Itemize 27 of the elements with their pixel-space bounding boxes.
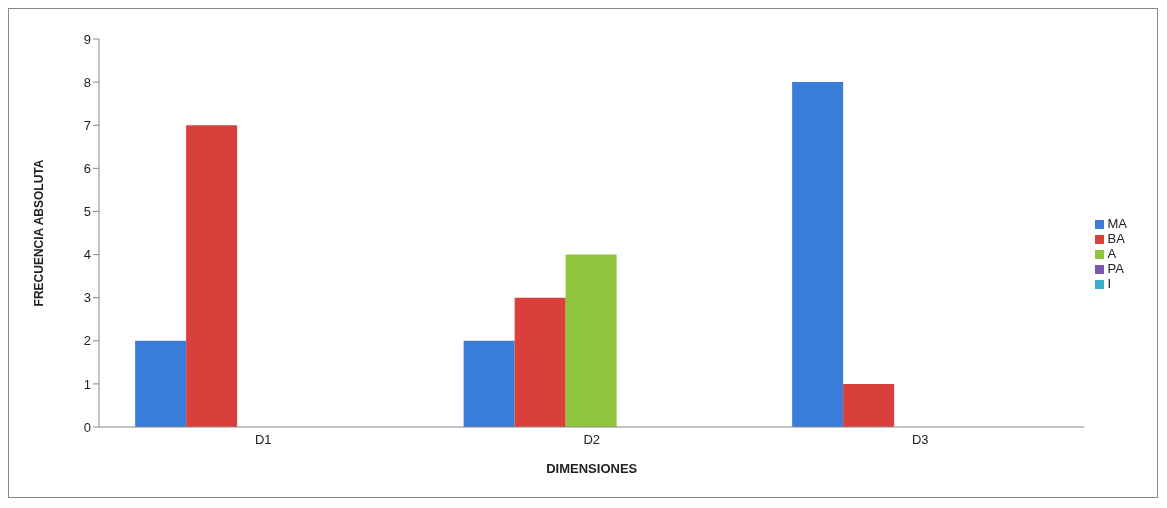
y-axis-title: FRECUENCIA ABSOLUTA: [32, 159, 47, 307]
y-tick-label: 3: [83, 290, 91, 306]
legend-label: MA: [1107, 215, 1127, 231]
y-tick-label: 8: [83, 74, 91, 90]
x-axis-title: DIMENSIONES: [546, 461, 638, 476]
y-tick-label: 9: [83, 31, 91, 47]
y-tick-label: 5: [83, 204, 91, 220]
y-tick-label: 1: [83, 376, 91, 392]
legend-label: PA: [1107, 260, 1124, 276]
y-tick-label: 4: [83, 247, 91, 263]
legend-label: I: [1107, 275, 1112, 291]
y-tick-label: 7: [83, 117, 91, 133]
y-tick-label: 2: [83, 333, 91, 349]
bar: [514, 297, 566, 427]
x-tick-label: D2: [583, 432, 601, 448]
bar: [463, 340, 515, 427]
y-tick-label: 6: [83, 160, 91, 176]
y-tick-label: 0: [83, 419, 91, 435]
bar: [565, 254, 617, 427]
bar: [135, 340, 187, 427]
bar: [843, 383, 895, 427]
x-tick-label: D1: [254, 432, 272, 448]
bar: [792, 82, 844, 427]
x-tick-label: D3: [911, 432, 929, 448]
legend-label: A: [1107, 245, 1117, 261]
legend-label: BA: [1107, 230, 1125, 246]
bar: [186, 125, 238, 427]
